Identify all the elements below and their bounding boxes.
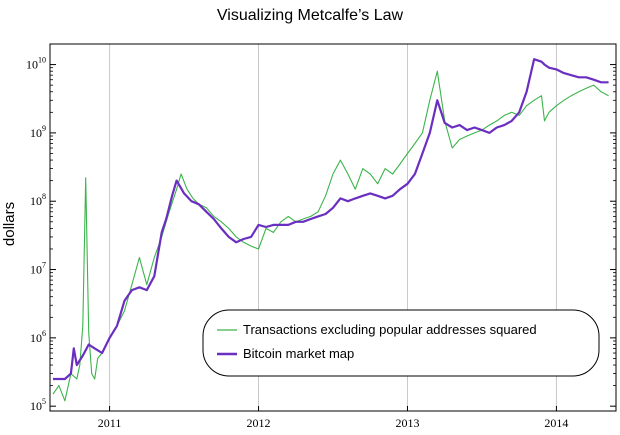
y-tick-label-1e8: 108 bbox=[30, 192, 46, 208]
y-axis-ticks: 105 106 107 108 109 1010 bbox=[26, 43, 616, 413]
y-tick-label-1e9: 109 bbox=[30, 124, 46, 140]
series-lines bbox=[52, 58, 609, 402]
x-tick-label-2013: 2013 bbox=[395, 416, 419, 430]
y-tick-label-1e6: 106 bbox=[30, 329, 46, 345]
series-line-market bbox=[53, 58, 609, 381]
x-axis-ticks: 2011 2012 2013 2014 bbox=[98, 406, 568, 430]
y-axis-label: dollars bbox=[1, 202, 18, 246]
x-tick-label-2014: 2014 bbox=[544, 416, 568, 430]
chart-title: Visualizing Metcalfe’s Law bbox=[217, 7, 404, 24]
legend-label-market: Bitcoin market map bbox=[243, 346, 354, 361]
legend-label-transactions: Transactions excluding popular addresses… bbox=[243, 322, 537, 337]
x-tick-label-2012: 2012 bbox=[247, 416, 271, 430]
y-tick-label-1e5: 105 bbox=[30, 397, 46, 413]
plot-frame bbox=[49, 43, 617, 412]
legend-box bbox=[202, 309, 600, 377]
x-tick-label-2011: 2011 bbox=[98, 416, 122, 430]
y-tick-label-1e10: 1010 bbox=[26, 56, 46, 72]
legend: Transactions excluding popular addresses… bbox=[202, 309, 600, 377]
y-tick-label-1e7: 107 bbox=[30, 261, 46, 277]
